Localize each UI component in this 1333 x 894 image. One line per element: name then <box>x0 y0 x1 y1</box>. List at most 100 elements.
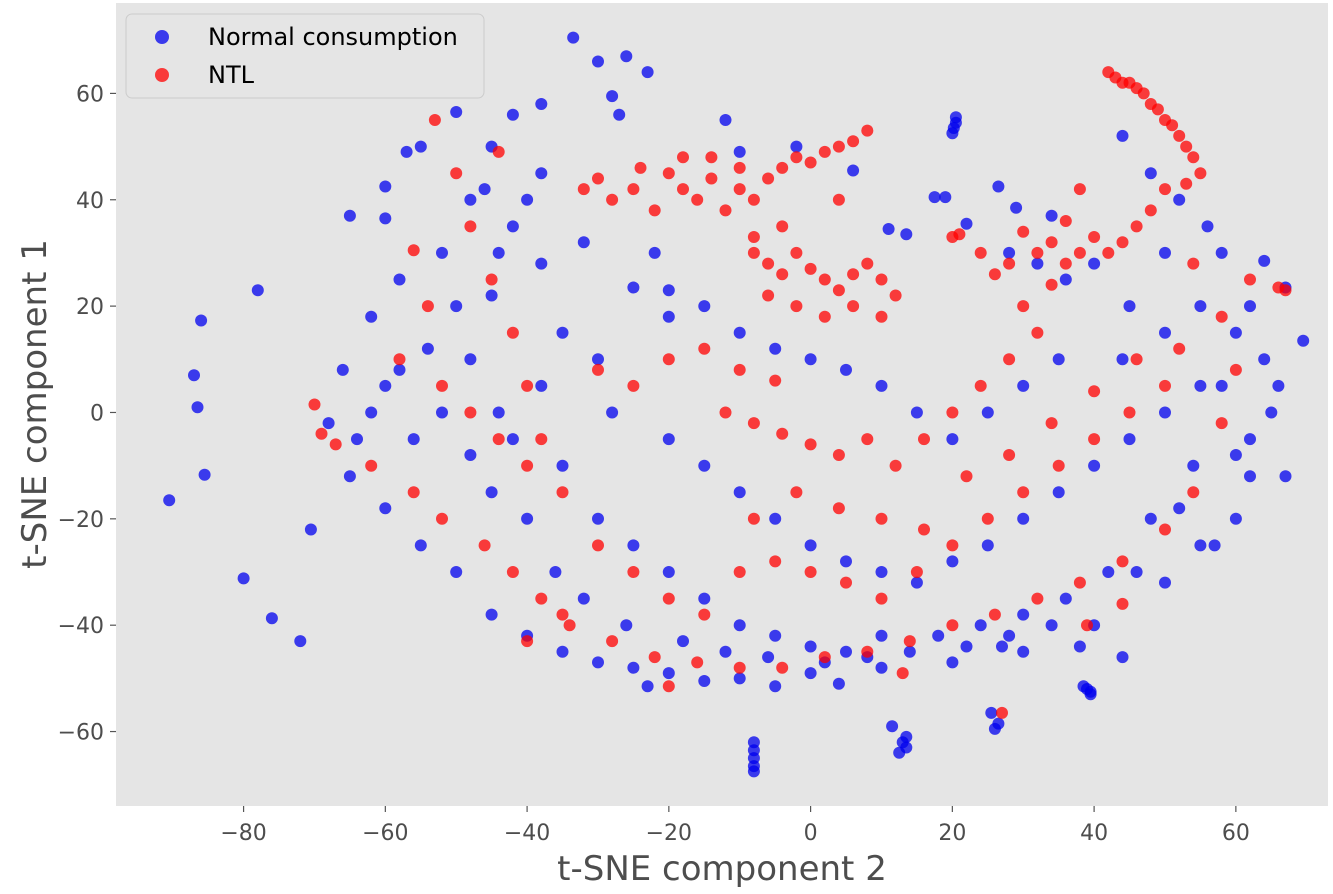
data-point <box>606 406 619 419</box>
data-point <box>1003 449 1016 461</box>
points-layer <box>163 31 1310 778</box>
data-point <box>1003 353 1016 366</box>
data-point <box>492 406 505 419</box>
data-point <box>1187 486 1200 499</box>
data-point <box>832 193 845 206</box>
data-point <box>1272 379 1285 392</box>
data-point <box>847 300 860 313</box>
data-point <box>1045 278 1058 291</box>
data-point <box>804 640 817 653</box>
data-point <box>1180 140 1193 153</box>
data-point <box>400 145 413 158</box>
data-point <box>1159 183 1171 196</box>
data-point <box>662 680 675 693</box>
data-point <box>436 512 448 525</box>
data-point <box>421 300 434 313</box>
data-point <box>662 284 675 297</box>
data-point <box>1073 640 1086 653</box>
data-point <box>861 124 874 137</box>
data-point <box>577 236 590 249</box>
data-point <box>769 342 782 355</box>
x-axis-label: t-SNE component 2 <box>557 849 887 889</box>
data-point <box>762 172 775 185</box>
data-point <box>875 512 888 525</box>
data-point <box>946 127 959 140</box>
data-point <box>1017 512 1030 525</box>
data-point <box>946 656 959 669</box>
data-point <box>988 722 1001 735</box>
data-point <box>379 180 392 193</box>
data-point <box>1017 379 1030 392</box>
data-point <box>1208 539 1221 552</box>
data-point <box>506 433 519 446</box>
data-point <box>960 470 973 483</box>
data-point <box>1088 459 1101 472</box>
data-point <box>1130 220 1143 233</box>
data-point <box>719 406 732 419</box>
data-point <box>1244 470 1256 483</box>
data-point <box>769 629 782 642</box>
data-point <box>1159 406 1171 419</box>
data-point <box>974 379 987 392</box>
data-point <box>762 651 775 664</box>
data-point <box>1194 539 1207 552</box>
data-point <box>1003 629 1016 642</box>
data-point <box>1031 257 1044 270</box>
data-point <box>662 566 675 578</box>
data-point <box>932 629 945 642</box>
data-point <box>840 645 852 658</box>
data-point <box>918 523 930 536</box>
data-point <box>996 640 1008 653</box>
data-point <box>861 257 874 270</box>
data-point <box>535 592 548 605</box>
data-point <box>882 223 895 235</box>
data-point <box>662 592 675 605</box>
data-point <box>988 608 1001 621</box>
data-point <box>492 246 505 259</box>
data-point <box>1116 651 1129 664</box>
data-point <box>804 566 817 578</box>
data-point <box>1137 87 1150 100</box>
data-point <box>1059 215 1072 227</box>
data-point <box>1144 204 1157 217</box>
data-point <box>776 268 789 281</box>
data-point <box>450 167 463 180</box>
data-point <box>790 300 803 313</box>
data-point <box>1215 417 1228 430</box>
data-point <box>662 353 675 366</box>
data-point <box>875 566 888 578</box>
data-point <box>946 555 959 568</box>
series-ntl <box>308 66 1292 719</box>
data-point <box>698 592 711 605</box>
data-point <box>861 433 874 446</box>
data-point <box>1084 688 1097 701</box>
data-point <box>698 608 711 621</box>
data-point <box>847 135 860 148</box>
data-point <box>294 635 307 648</box>
data-point <box>620 50 633 63</box>
data-point <box>1265 406 1278 419</box>
data-point <box>832 284 845 297</box>
data-point <box>485 289 498 302</box>
data-point <box>414 140 427 153</box>
data-point <box>379 502 392 515</box>
data-point <box>556 326 569 339</box>
data-point <box>627 566 640 578</box>
data-point <box>840 576 852 589</box>
data-point <box>981 539 994 552</box>
data-point <box>719 114 732 126</box>
data-point <box>1088 385 1101 398</box>
data-point <box>1229 512 1242 525</box>
data-point <box>1159 576 1171 589</box>
data-point <box>1116 555 1129 568</box>
data-point <box>379 379 392 392</box>
data-point <box>875 629 888 642</box>
data-point <box>733 183 746 196</box>
data-point <box>393 353 406 366</box>
data-point <box>251 284 264 297</box>
data-point <box>900 741 913 754</box>
data-point <box>875 592 888 605</box>
data-point <box>1045 619 1058 632</box>
data-point <box>592 55 604 68</box>
